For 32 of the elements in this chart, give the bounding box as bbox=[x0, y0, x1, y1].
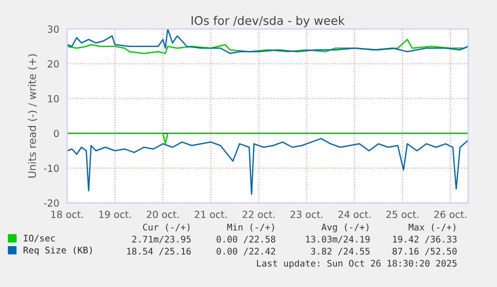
x-tick-label: 19 oct. bbox=[99, 210, 131, 218]
text: 18.54 /25.16 bbox=[127, 248, 191, 256]
text: 87.16 /52.50 bbox=[392, 248, 457, 256]
x-tick-label: 20 oct. bbox=[146, 210, 179, 218]
x-tick-label: 18 oct. bbox=[51, 210, 83, 218]
chart-title: IOs for /dev/sda - by week bbox=[192, 16, 345, 28]
x-tick-label: 25 oct. bbox=[386, 210, 418, 218]
text: Min (-/+) bbox=[227, 224, 274, 232]
y-tick-label: 20 bbox=[48, 60, 59, 68]
text: Last update: Sun Oct 26 18:30:20 2025 bbox=[257, 260, 457, 268]
text: 3.82 /24.55 bbox=[311, 248, 370, 256]
text: 2.71m/23.95 bbox=[132, 236, 191, 244]
y-axis-title: Units read (-) / write (+) bbox=[28, 54, 38, 178]
y-tick-label: -10 bbox=[44, 164, 59, 172]
legend-label: IO/sec bbox=[24, 234, 55, 242]
text: Cur (-/+) bbox=[143, 224, 190, 232]
x-tick-label: 21 oct. bbox=[194, 210, 227, 218]
text: 13.03m/24.19 bbox=[306, 236, 370, 244]
y-tick-label: 10 bbox=[48, 95, 59, 102]
text: Max (-/+) bbox=[408, 224, 456, 232]
x-tick-label: 26 oct. bbox=[434, 210, 466, 218]
text: Avg (-/+) bbox=[322, 223, 368, 232]
legend-label: Req Size (KB) bbox=[24, 246, 92, 256]
y-tick-label: 0 bbox=[54, 130, 59, 138]
text: 0.00 /22.42 bbox=[216, 248, 276, 256]
y-tick-label: -20 bbox=[44, 199, 59, 207]
text: 0.00 /22.58 bbox=[216, 236, 276, 244]
x-tick-label: 24 oct. bbox=[338, 210, 370, 218]
x-tick-label: 22 oct. bbox=[242, 210, 275, 218]
text: 19.42 /36.33 bbox=[393, 236, 457, 244]
y-tick-label: 30 bbox=[48, 25, 59, 33]
x-tick-label: 23 oct. bbox=[290, 210, 322, 218]
